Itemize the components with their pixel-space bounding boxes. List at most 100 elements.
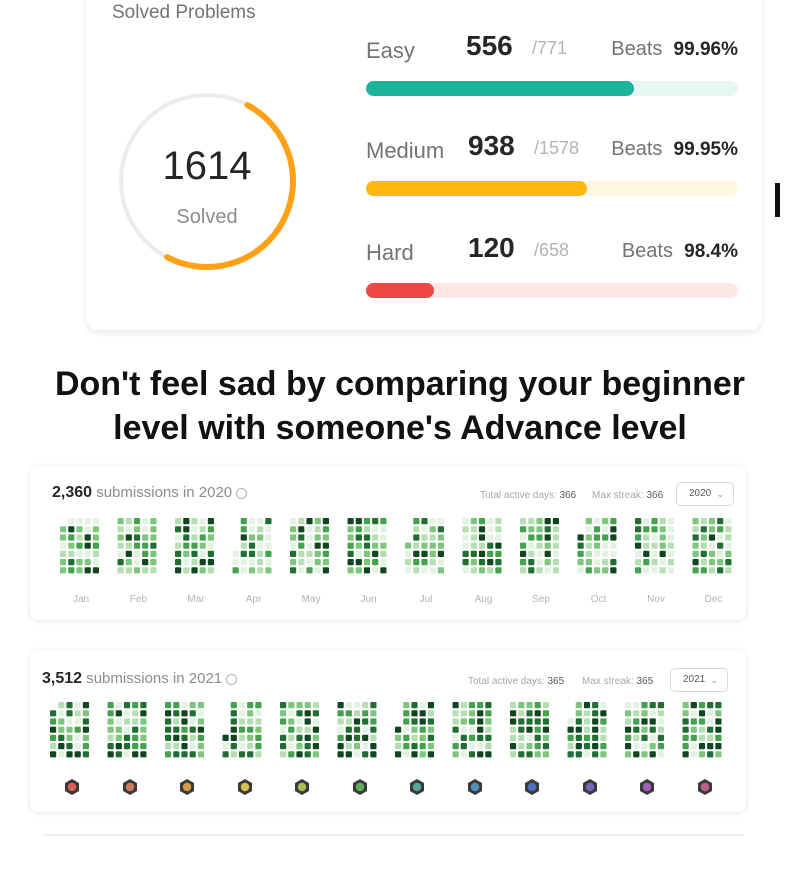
day-cell[interactable]: [74, 718, 81, 725]
day-cell[interactable]: [189, 734, 196, 741]
day-cell[interactable]: [117, 567, 124, 574]
day-cell[interactable]: [715, 751, 722, 758]
day-cell[interactable]: [76, 559, 83, 566]
day-cell[interactable]: [370, 702, 377, 709]
monthly-badge-icon[interactable]: [64, 778, 80, 796]
day-cell[interactable]: [600, 734, 607, 741]
day-cell[interactable]: [495, 550, 502, 557]
day-cell[interactable]: [462, 550, 469, 557]
day-cell[interactable]: [692, 559, 699, 566]
day-cell[interactable]: [183, 550, 190, 557]
day-cell[interactable]: [643, 518, 650, 525]
day-cell[interactable]: [715, 743, 722, 750]
day-cell[interactable]: [68, 559, 75, 566]
day-cell[interactable]: [460, 734, 467, 741]
day-cell[interactable]: [421, 518, 428, 525]
day-cell[interactable]: [142, 526, 149, 533]
day-cell[interactable]: [413, 542, 420, 549]
day-cell[interactable]: [708, 518, 716, 525]
monthly-badge-icon[interactable]: [639, 778, 655, 796]
day-cell[interactable]: [82, 743, 89, 750]
day-cell[interactable]: [175, 550, 182, 557]
day-cell[interactable]: [625, 751, 632, 758]
day-cell[interactable]: [403, 710, 410, 717]
day-cell[interactable]: [189, 751, 196, 758]
day-cell[interactable]: [363, 526, 371, 533]
day-cell[interactable]: [222, 743, 229, 750]
day-cell[interactable]: [207, 526, 214, 533]
day-cell[interactable]: [60, 534, 67, 541]
day-cell[interactable]: [510, 702, 517, 709]
day-cell[interactable]: [74, 743, 81, 750]
day-cell[interactable]: [296, 734, 303, 741]
day-cell[interactable]: [337, 710, 344, 717]
day-cell[interactable]: [132, 710, 139, 717]
day-cell[interactable]: [427, 743, 434, 750]
day-cell[interactable]: [536, 550, 543, 557]
day-cell[interactable]: [337, 734, 344, 741]
day-cell[interactable]: [485, 718, 492, 725]
day-cell[interactable]: [395, 734, 402, 741]
day-cell[interactable]: [142, 550, 149, 557]
day-cell[interactable]: [370, 710, 377, 717]
day-cell[interactable]: [181, 734, 188, 741]
day-cell[interactable]: [510, 710, 517, 717]
day-cell[interactable]: [460, 751, 467, 758]
day-cell[interactable]: [347, 518, 354, 525]
day-cell[interactable]: [411, 734, 418, 741]
day-cell[interactable]: [528, 526, 535, 533]
day-cell[interactable]: [380, 559, 387, 566]
day-cell[interactable]: [403, 726, 410, 733]
day-cell[interactable]: [692, 550, 699, 557]
day-cell[interactable]: [84, 550, 91, 557]
day-cell[interactable]: [602, 559, 609, 566]
day-cell[interactable]: [468, 710, 476, 717]
day-cell[interactable]: [74, 726, 81, 733]
day-cell[interactable]: [641, 702, 648, 709]
day-cell[interactable]: [280, 734, 287, 741]
day-cell[interactable]: [419, 751, 426, 758]
day-cell[interactable]: [142, 534, 149, 541]
day-cell[interactable]: [577, 559, 584, 566]
day-cell[interactable]: [460, 702, 467, 709]
day-cell[interactable]: [544, 550, 551, 557]
day-cell[interactable]: [306, 559, 313, 566]
day-cell[interactable]: [520, 518, 527, 525]
day-cell[interactable]: [58, 751, 65, 758]
day-cell[interactable]: [123, 718, 131, 725]
day-cell[interactable]: [698, 734, 706, 741]
day-cell[interactable]: [355, 542, 362, 549]
day-cell[interactable]: [534, 726, 541, 733]
day-cell[interactable]: [290, 542, 297, 549]
day-cell[interactable]: [477, 710, 484, 717]
day-cell[interactable]: [175, 567, 182, 574]
day-cell[interactable]: [248, 526, 256, 533]
day-cell[interactable]: [635, 542, 642, 549]
day-cell[interactable]: [657, 734, 664, 741]
day-cell[interactable]: [191, 567, 198, 574]
day-cell[interactable]: [165, 718, 172, 725]
day-cell[interactable]: [567, 726, 574, 733]
day-cell[interactable]: [60, 567, 67, 574]
day-cell[interactable]: [487, 542, 494, 549]
day-cell[interactable]: [238, 710, 246, 717]
day-cell[interactable]: [405, 567, 412, 574]
monthly-badge-icon[interactable]: [582, 778, 598, 796]
day-cell[interactable]: [633, 702, 640, 709]
day-cell[interactable]: [290, 526, 297, 533]
day-cell[interactable]: [288, 702, 295, 709]
day-cell[interactable]: [50, 743, 57, 750]
day-cell[interactable]: [419, 734, 426, 741]
day-cell[interactable]: [197, 726, 204, 733]
day-cell[interactable]: [692, 534, 699, 541]
day-cell[interactable]: [526, 718, 533, 725]
day-cell[interactable]: [643, 526, 650, 533]
day-cell[interactable]: [296, 726, 303, 733]
day-cell[interactable]: [610, 534, 617, 541]
day-cell[interactable]: [633, 710, 640, 717]
day-cell[interactable]: [265, 550, 272, 557]
day-cell[interactable]: [380, 518, 387, 525]
day-cell[interactable]: [427, 710, 434, 717]
day-cell[interactable]: [197, 702, 204, 709]
monthly-badge-icon[interactable]: [122, 778, 138, 796]
